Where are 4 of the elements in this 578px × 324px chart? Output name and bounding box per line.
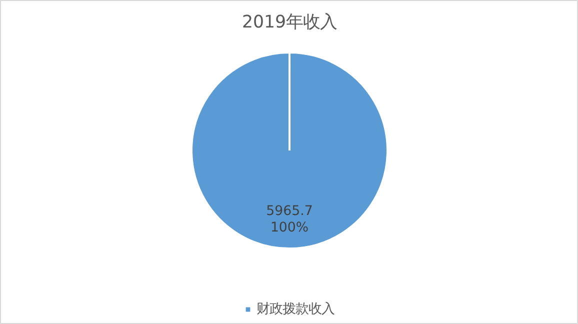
- data-label: 5965.7: [266, 204, 313, 220]
- legend-label: 财政拨款收入: [256, 300, 334, 318]
- text: 100%: [270, 220, 309, 236]
- chart-title: 2019年收入: [242, 12, 338, 32]
